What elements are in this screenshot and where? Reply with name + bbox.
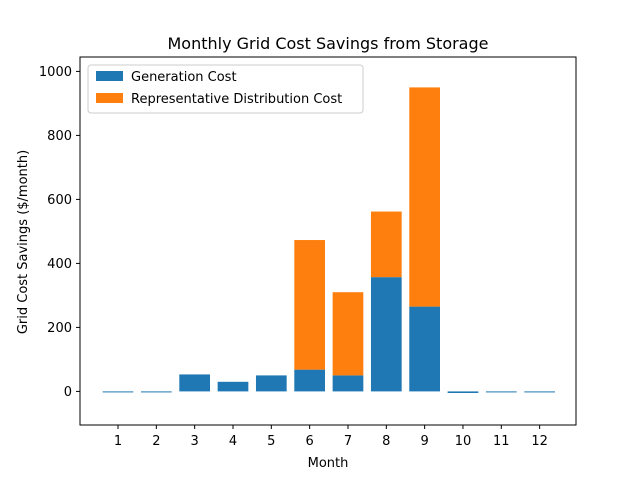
x-tick-label: 1	[114, 434, 122, 449]
x-tick-label: 9	[420, 434, 428, 449]
y-tick-label: 1000	[39, 65, 72, 80]
bar-distribution-month-6	[294, 240, 325, 370]
legend-swatch	[96, 93, 123, 103]
bar-generation-month-5	[255, 375, 287, 392]
bar-distribution-month-8	[370, 211, 402, 278]
bar-distribution-month-9	[409, 87, 440, 307]
x-tick-label: 7	[344, 434, 352, 449]
chart-title: Monthly Grid Cost Savings from Storage	[168, 34, 489, 53]
y-tick-label: 800	[47, 129, 72, 144]
legend-label: Representative Distribution Cost	[131, 92, 342, 107]
bar-generation-month-2	[140, 391, 172, 393]
x-tick-label: 5	[267, 434, 275, 449]
bar-generation-month-7	[332, 375, 364, 392]
x-axis-title: Month	[308, 456, 349, 471]
x-tick-label: 8	[382, 434, 390, 449]
bar-generation-month-4	[217, 381, 249, 392]
y-tick-label: 400	[47, 257, 72, 272]
legend-label: Generation Cost	[131, 70, 237, 85]
bar-generation-month-9	[409, 306, 440, 392]
x-tick-label: 10	[455, 434, 472, 449]
bar-generation-month-12	[524, 391, 555, 393]
legend: Generation Cost Representative Distributi…	[87, 64, 364, 114]
legend-swatch	[96, 71, 123, 81]
x-tick-label: 6	[306, 434, 314, 449]
x-tick-label: 3	[191, 434, 199, 449]
x-tick-label: 12	[531, 434, 548, 449]
y-tick-label: 0	[64, 385, 72, 400]
y-tick-label: 600	[47, 193, 72, 208]
x-tick-label: 11	[493, 434, 510, 449]
bar-generation-month-1	[102, 391, 134, 393]
y-axis-title: Grid Cost Savings ($/month)	[16, 150, 31, 334]
x-tick-label: 4	[229, 434, 237, 449]
bar-generation-month-10	[447, 391, 479, 393]
x-tick-label: 2	[152, 434, 160, 449]
plot-frame	[79, 56, 577, 426]
y-tick-label: 200	[47, 321, 72, 336]
legend-box	[87, 64, 364, 114]
bar-generation-month-6	[294, 369, 325, 392]
bar-generation-month-8	[370, 277, 402, 392]
bar-generation-month-3	[179, 374, 211, 392]
bar-generation-month-11	[485, 391, 517, 393]
bar-distribution-month-7	[332, 292, 364, 376]
